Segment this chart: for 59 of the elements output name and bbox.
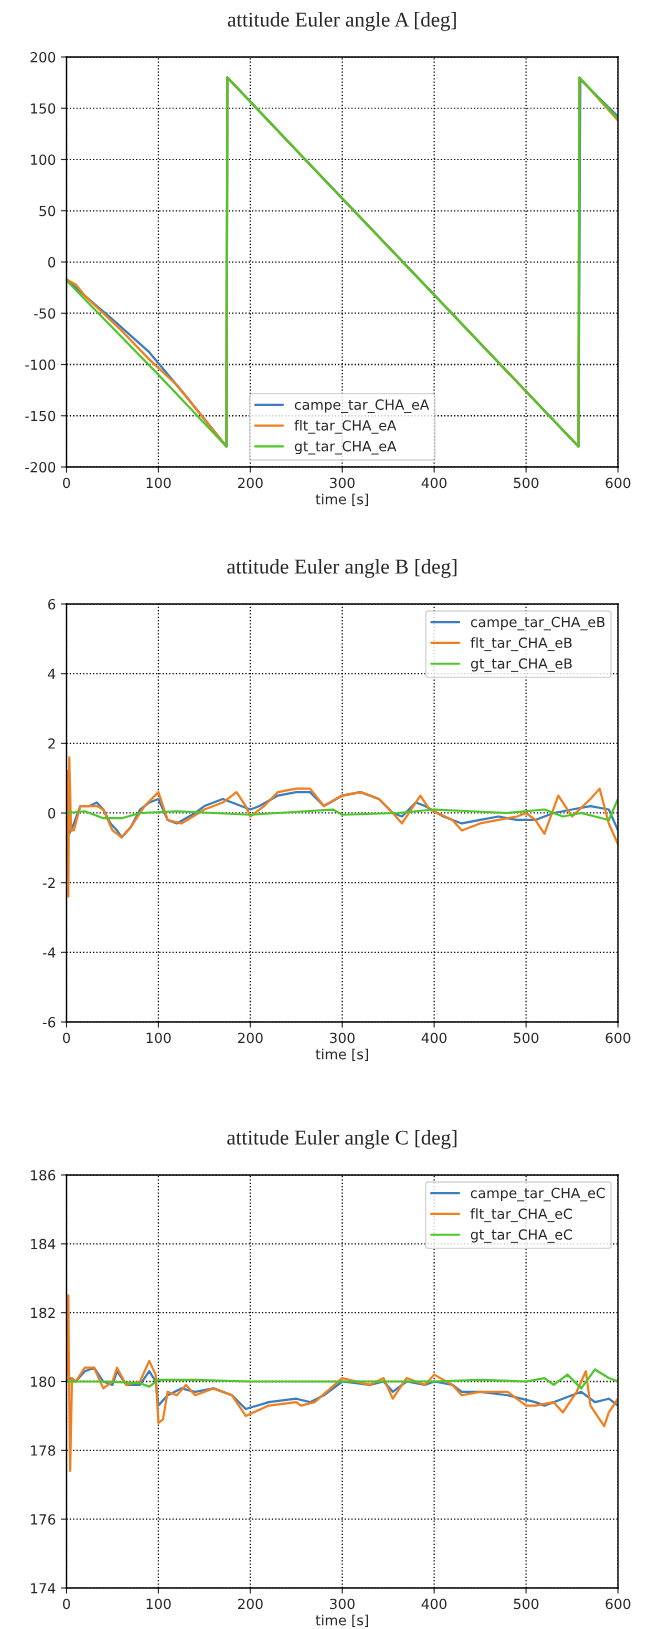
x-tick-label: 500 [513, 1598, 539, 1610]
y-tick-label: 0 [48, 807, 56, 819]
y-tick-label: -2 [42, 877, 55, 888]
x-tick-label: 200 [238, 477, 263, 489]
y-tick-label: 174 [31, 1583, 56, 1594]
y-tick-label: 180 [31, 1376, 56, 1387]
y-tick-label: 176 [31, 1514, 56, 1525]
x-tick-label: 400 [421, 1032, 447, 1044]
x-tick-label: 200 [238, 1032, 263, 1044]
x-axis-title: time [s] [315, 493, 368, 507]
y-tick-label: -6 [42, 1016, 56, 1028]
y-tick-label: 200 [30, 51, 56, 63]
y-tick-label: 178 [31, 1445, 56, 1456]
x-tick-label: 0 [63, 1598, 70, 1610]
y-tick-label: 100 [31, 154, 56, 165]
legend-label: gt_tar_CHA_eB [471, 658, 572, 672]
y-tick-label: 186 [31, 1169, 56, 1181]
legend-label: campe_tar_CHA_eB [471, 616, 605, 631]
legend-label: gt_tar_CHA_eC [470, 1229, 572, 1243]
x-tick-label: 300 [330, 1598, 355, 1610]
x-tick-label: 300 [330, 477, 355, 489]
legend-label: flt_tar_CHA_eC [470, 1208, 572, 1223]
x-tick-label: 600 [605, 1032, 631, 1044]
x-tick-label: 500 [513, 1032, 539, 1044]
chart-title: attitude Euler angle C [deg] [227, 1129, 457, 1149]
x-tick-label: 500 [513, 477, 539, 489]
y-tick-label: -150 [25, 410, 56, 422]
y-tick-label: 50 [39, 205, 56, 217]
y-tick-label: 6 [48, 598, 56, 610]
x-tick-label: 100 [146, 1032, 171, 1044]
y-tick-label: 4 [47, 668, 56, 679]
x-tick-label: 400 [421, 477, 447, 489]
y-tick-label: -100 [25, 359, 56, 370]
x-axis-title: time [s] [315, 1614, 368, 1628]
x-axis-title: time [s] [315, 1048, 368, 1062]
y-tick-label: -4 [42, 947, 56, 958]
x-tick-label: 200 [238, 1598, 263, 1610]
y-tick-label: -200 [25, 461, 56, 473]
x-tick-label: 0 [63, 477, 70, 489]
legend-label: gt_tar_CHA_eA [294, 440, 397, 455]
legend-label: flt_tar_CHA_eA [294, 419, 397, 434]
y-tick-label: -50 [34, 308, 56, 319]
x-tick-label: 600 [605, 477, 631, 489]
y-tick-label: 150 [31, 103, 56, 114]
x-tick-label: 600 [605, 1598, 631, 1610]
x-tick-label: 0 [63, 1032, 70, 1044]
y-tick-label: 0 [48, 256, 56, 268]
chart-title: attitude Euler angle B [deg] [227, 558, 457, 578]
chart-title: attitude Euler angle A [deg] [227, 11, 456, 31]
x-tick-label: 300 [330, 1032, 355, 1044]
legend-label: campe_tar_CHA_eA [294, 399, 430, 413]
y-tick-label: 2 [48, 738, 55, 749]
x-tick-label: 400 [421, 1598, 447, 1610]
legend-label: flt_tar_CHA_eB [470, 637, 572, 652]
x-tick-label: 100 [146, 477, 171, 489]
legend-label: campe_tar_CHA_eC [470, 1187, 605, 1202]
x-tick-label: 100 [146, 1598, 171, 1610]
y-tick-label: 182 [31, 1307, 55, 1319]
y-tick-label: 184 [31, 1238, 56, 1250]
